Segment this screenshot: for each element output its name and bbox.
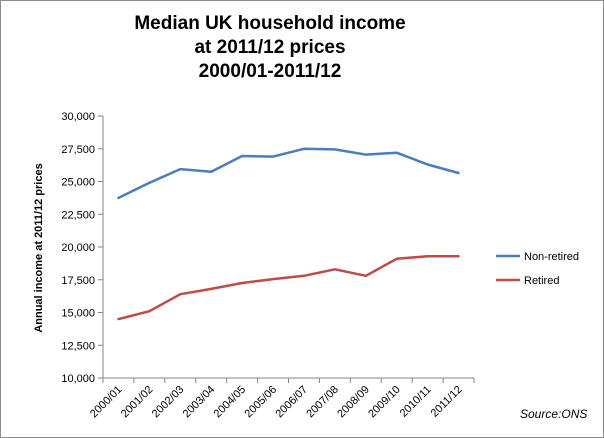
series-line-non-retired [119, 149, 459, 198]
y-tick-label: 20,000 [61, 242, 95, 254]
legend-label-retired: Retired [524, 275, 559, 287]
axes [103, 116, 474, 378]
y-tick-label: 27,500 [61, 144, 95, 156]
x-tick-label: 2003/04 [181, 384, 218, 421]
x-axis-ticks: 2000/012001/022002/032003/042004/052005/… [88, 378, 474, 420]
y-tick-label: 22,500 [61, 209, 95, 221]
y-axis-ticks: 10,000 12,500 15,000 17,500 20,000 22,500 25,0… [61, 111, 103, 385]
y-tick-label: 25,000 [61, 177, 95, 189]
x-tick-label: 2009/10 [366, 384, 403, 421]
x-tick-label: 2008/09 [335, 384, 372, 421]
x-tick-label: 2010/11 [398, 384, 434, 420]
series-line-retired [119, 256, 459, 319]
x-tick-label: 2006/07 [273, 384, 310, 421]
x-tick-label: 2007/08 [304, 384, 341, 421]
y-tick-label: 15,000 [61, 308, 95, 320]
x-tick-label: 2005/06 [243, 384, 280, 421]
y-tick-label: 30,000 [61, 111, 95, 123]
source-note: Source:ONS [520, 407, 587, 421]
x-tick-label: 2000/01 [88, 384, 125, 421]
y-axis-label: Annual income at 2011/12 prices [33, 163, 45, 332]
x-tick-label: 2004/05 [212, 384, 249, 421]
x-tick-label: 2001/02 [119, 384, 156, 421]
legend-label-non-retired: Non-retired [524, 251, 579, 263]
y-tick-label: 10,000 [61, 373, 95, 385]
y-tick-label: 12,500 [61, 340, 95, 352]
y-tick-label: 17,500 [61, 275, 95, 287]
x-tick-label: 2002/03 [150, 384, 187, 421]
x-tick-label: 2011/12 [429, 384, 465, 420]
legend: Non-retired Retired [496, 251, 579, 287]
series-lines [119, 149, 459, 319]
